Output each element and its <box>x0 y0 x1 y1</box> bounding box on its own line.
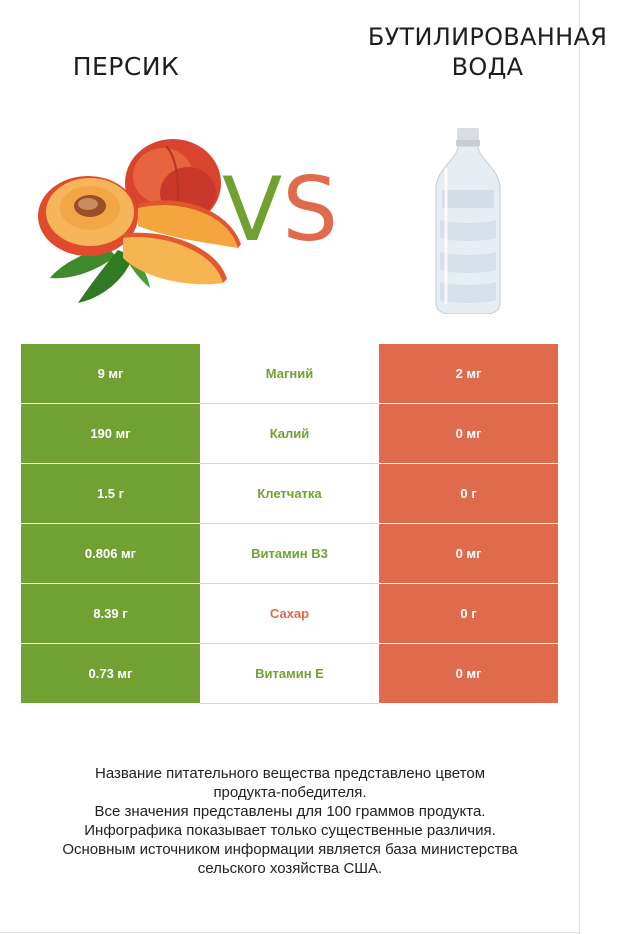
table-row: 190 мг Калий 0 мг <box>21 404 558 464</box>
right-value: 0 г <box>379 464 558 523</box>
nutrient-name: Магний <box>200 344 379 403</box>
right-value: 0 мг <box>379 644 558 703</box>
nutrient-name: Витамин E <box>200 644 379 703</box>
right-value: 0 мг <box>379 524 558 583</box>
table-row: 1.5 г Клетчатка 0 г <box>21 464 558 524</box>
vs-letter-v: V <box>222 158 283 261</box>
left-product-title: ПЕРСИК <box>72 52 180 81</box>
frame-border-bottom <box>0 932 580 933</box>
row-divider <box>200 703 379 704</box>
frame-border-right <box>579 0 580 934</box>
nutrient-name: Калий <box>200 404 379 463</box>
right-value: 0 г <box>379 584 558 643</box>
peach-image <box>38 139 241 303</box>
footer-line: Основным источником информации является … <box>62 841 518 858</box>
footer-line: продукта-победителя. <box>213 784 367 801</box>
footer-line: Инфографика показывает только существенн… <box>84 822 496 839</box>
footer-line: Название питательного вещества представл… <box>94 765 486 782</box>
footer-line: сельского хозяйства США. <box>197 860 383 877</box>
nutrient-name: Клетчатка <box>200 464 379 523</box>
row-divider <box>200 583 379 584</box>
nutrient-name: Витамин B3 <box>200 524 379 583</box>
left-value: 1.5 г <box>21 464 200 523</box>
right-value: 0 мг <box>379 404 558 463</box>
row-divider <box>200 523 379 524</box>
row-divider <box>200 463 379 464</box>
right-title-line-1: БУТИЛИРОВАННАЯ <box>367 23 608 51</box>
table-row: 9 мг Магний 2 мг <box>21 344 558 404</box>
row-divider <box>200 403 379 404</box>
left-value: 190 мг <box>21 404 200 463</box>
left-value: 0.806 мг <box>21 524 200 583</box>
left-value: 8.39 г <box>21 584 200 643</box>
water-bottle-image <box>435 128 501 314</box>
table-row: 8.39 г Сахар 0 г <box>21 584 558 644</box>
footer-notes: Название питательного вещества представл… <box>20 764 560 878</box>
left-value: 0.73 мг <box>21 644 200 703</box>
table-row: 0.806 мг Витамин B3 0 мг <box>21 524 558 584</box>
right-value: 2 мг <box>379 344 558 403</box>
row-divider <box>200 643 379 644</box>
vs-letter-s: S <box>282 158 339 261</box>
table-row: 0.73 мг Витамин E 0 мг <box>21 644 558 704</box>
right-title-line-2: ВОДА <box>451 53 524 81</box>
right-product-title: БУТИЛИРОВАННАЯ ВОДА <box>355 22 620 82</box>
vs-label: VS <box>222 160 338 260</box>
nutrient-name: Сахар <box>200 584 379 643</box>
comparison-table: 9 мг Магний 2 мг 190 мг Калий 0 мг 1.5 г… <box>21 344 558 704</box>
footer-line: Все значения представлены для 100 граммо… <box>94 803 486 820</box>
left-value: 9 мг <box>21 344 200 403</box>
